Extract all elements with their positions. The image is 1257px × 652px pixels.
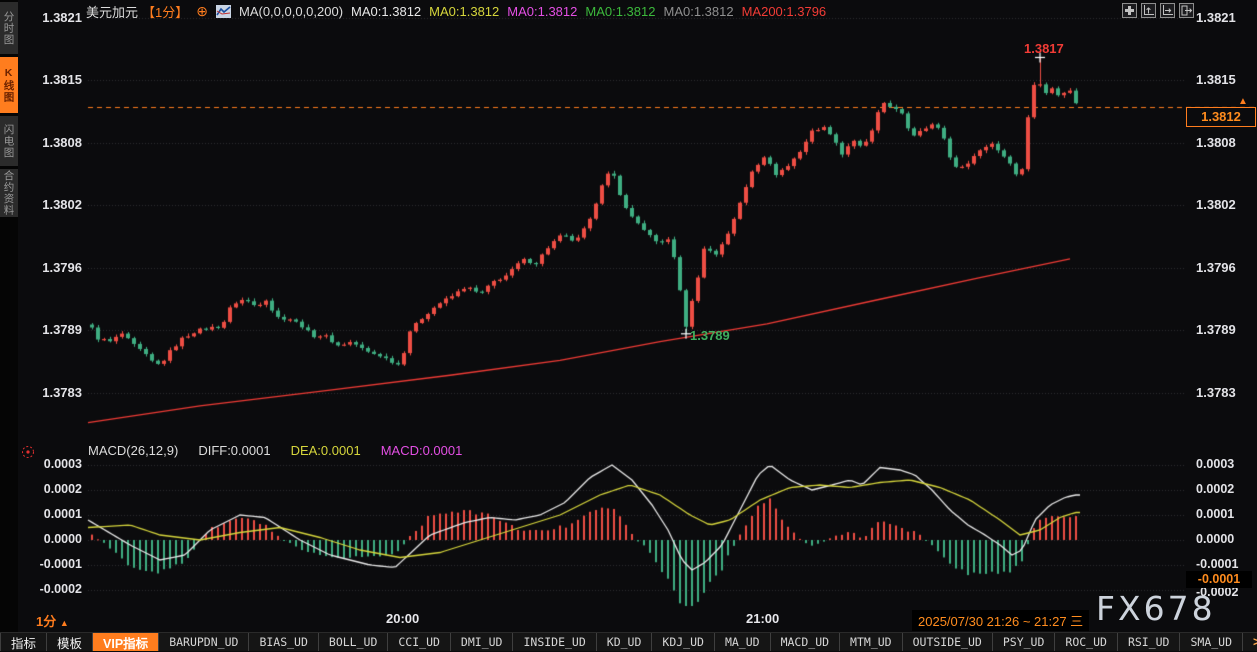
price-tick-left-3: 1.3802 <box>42 197 82 212</box>
tab-psy-ud[interactable]: PSY_UD <box>993 633 1056 651</box>
ma-value-0: MA0:1.3812 <box>351 3 422 19</box>
price-tick-right-3: 1.3802 <box>1196 197 1236 212</box>
macd-tick-left-4: -0.0001 <box>39 557 82 571</box>
price-tick-left-6: 1.3783 <box>42 385 82 400</box>
price-tick-left-5: 1.3789 <box>42 322 82 337</box>
price-tick-right-4: 1.3796 <box>1196 260 1236 275</box>
macd-tick-right-3: 0.0000 <box>1196 532 1235 546</box>
add-overlay-icon[interactable]: ⊕ <box>196 2 208 19</box>
toolbar-more-button[interactable]: >> <box>1243 633 1257 651</box>
sidebar-item-timeline-chart[interactable]: 分时图 <box>0 2 18 54</box>
sidebar-item-flash-chart[interactable]: 闪电图 <box>0 116 18 166</box>
price-tick-right-5: 1.3789 <box>1196 322 1236 337</box>
macd-diff-value: DIFF:0.0001 <box>198 443 271 458</box>
price-tick-left-0: 1.3821 <box>42 10 82 25</box>
macd-dea-value: DEA:0.0001 <box>290 443 361 458</box>
macd-tick-left-1: 0.0002 <box>43 482 82 496</box>
macd-tick-left-2: 0.0001 <box>43 507 82 521</box>
indicator-toolbar: 指标 模板 VIP指标 BARUPDN_UD BIAS_UD BOLL_UD C… <box>0 632 1257 651</box>
macd-header: MACD(26,12,9) DIFF:0.0001 DEA:0.0001 MAC… <box>88 443 462 458</box>
tab-ma-ud[interactable]: MA_UD <box>715 633 771 651</box>
macd-title: MACD(26,12,9) <box>88 443 179 458</box>
macd-macd-value: MACD:0.0001 <box>380 443 463 458</box>
ma200-value: MA200:1.3796 <box>741 3 827 19</box>
session-high-label: 1.3817 <box>1024 41 1064 56</box>
ma-settings-label: MA(0,0,0,0,0,200) <box>238 3 344 19</box>
ma-value-1: MA0:1.3812 <box>429 3 500 19</box>
tab-outside-ud[interactable]: OUTSIDE_UD <box>903 633 993 651</box>
tab-templates[interactable]: 模板 <box>47 633 94 651</box>
ma-value-4: MA0:1.3812 <box>663 3 734 19</box>
period-selector[interactable]: 1分 ▲ <box>36 614 69 629</box>
session-low-label: 1.3789 <box>690 328 730 343</box>
time-tick-2000: 20:00 <box>386 611 420 626</box>
tab-indicators[interactable]: 指标 <box>1 633 48 651</box>
tab-barupdn-ud[interactable]: BARUPDN_UD <box>159 633 250 651</box>
tab-rsi-ud[interactable]: RSI_UD <box>1118 633 1181 651</box>
price-tick-left-4: 1.3796 <box>42 260 82 275</box>
pan-icon[interactable] <box>1122 3 1137 18</box>
macd-marker-icon[interactable] <box>20 444 36 465</box>
time-tick-2100: 21:00 <box>746 611 780 626</box>
exit-chart-icon[interactable] <box>1179 3 1194 18</box>
price-tick-right-2: 1.3808 <box>1196 135 1236 150</box>
macd-tick-right-2: 0.0001 <box>1196 507 1235 521</box>
ma-indicator-icon[interactable] <box>215 4 231 18</box>
symbol-name: 美元加元 <box>86 4 139 20</box>
toolbar-corner-spacer <box>0 633 1 651</box>
sidebar-item-candle-chart[interactable]: K线图 <box>0 57 18 113</box>
x-axis-zoom-icon[interactable] <box>1160 3 1175 18</box>
tab-roc-ud[interactable]: ROC_UD <box>1055 633 1118 651</box>
chart-tool-buttons <box>1122 3 1194 18</box>
ma-value-3: MA0:1.3812 <box>585 3 656 19</box>
price-tick-left-2: 1.3808 <box>42 135 82 150</box>
macd-tick-right-1: 0.0002 <box>1196 482 1235 496</box>
tab-vip-indicators[interactable]: VIP指标 <box>93 633 160 651</box>
tab-inside-ud[interactable]: INSIDE_UD <box>513 633 597 651</box>
tab-bias-ud[interactable]: BIAS_UD <box>249 633 319 651</box>
period-tag: 【1分】 <box>142 4 189 20</box>
tab-mtm-ud[interactable]: MTM_UD <box>840 633 903 651</box>
candle-time-range-badge: 2025/07/30 21:26 ~ 21:27 三 <box>912 610 1090 631</box>
ma-value-2: MA0:1.3812 <box>507 3 578 19</box>
price-tick-left-1: 1.3815 <box>42 72 82 87</box>
sidebar: 分时图 K线图 闪电图 合约资料 <box>0 0 18 650</box>
price-tick-right-0: 1.3821 <box>1196 10 1236 25</box>
macd-tick-left-0: 0.0003 <box>43 457 82 471</box>
tab-sma-ud[interactable]: SMA_UD <box>1180 633 1244 651</box>
price-up-arrow-icon: ▲ <box>1238 96 1248 107</box>
price-tick-right-6: 1.3783 <box>1196 385 1236 400</box>
tab-kdj-ud[interactable]: KDJ_UD <box>652 633 715 651</box>
sidebar-item-contract-info[interactable]: 合约资料 <box>0 169 18 217</box>
tab-macd-ud[interactable]: MACD_UD <box>771 633 841 651</box>
tab-dmi-ud[interactable]: DMI_UD <box>451 633 514 651</box>
macd-tick-right-0: 0.0003 <box>1196 457 1235 471</box>
macd-current-value-badge: -0.0001 <box>1186 571 1252 588</box>
tab-boll-ud[interactable]: BOLL_UD <box>319 633 389 651</box>
tab-kd-ud[interactable]: KD_UD <box>597 633 653 651</box>
chevron-up-icon: ▲ <box>59 618 69 628</box>
price-tick-right-1: 1.3815 <box>1196 72 1236 87</box>
fx678-watermark: FX678 <box>1096 589 1216 628</box>
macd-tick-right-5: -0.0002 <box>1196 585 1239 599</box>
y-axis-zoom-icon[interactable] <box>1141 3 1156 18</box>
chart-header: 美元加元 【1分】 ⊕ MA(0,0,0,0,0,200) MA0:1.3812 … <box>86 2 826 20</box>
tab-cci-ud[interactable]: CCI_UD <box>388 633 451 651</box>
last-price-badge: 1.3812 <box>1186 107 1256 127</box>
macd-tick-right-4: -0.0001 <box>1196 557 1239 571</box>
macd-tick-left-3: 0.0000 <box>43 532 82 546</box>
macd-tick-left-5: -0.0002 <box>39 582 82 596</box>
